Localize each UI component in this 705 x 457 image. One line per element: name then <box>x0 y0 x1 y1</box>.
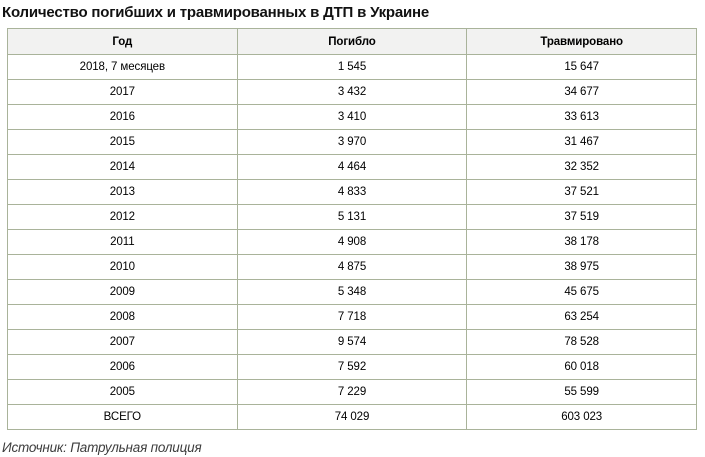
table-row: 2010 4 875 38 975 <box>7 254 697 280</box>
year-cell: 2014 <box>7 154 238 180</box>
died-cell: 9 574 <box>236 329 468 355</box>
table-row: 2015 3 970 31 467 <box>7 129 697 155</box>
year-cell: 2013 <box>7 179 238 205</box>
year-cell: 2011 <box>7 229 238 255</box>
table-title: Количество погибших и травмированных в Д… <box>2 4 430 21</box>
died-cell: 4 833 <box>236 179 468 205</box>
table-row: 2005 7 229 55 599 <box>7 379 697 405</box>
year-cell: 2008 <box>7 304 238 330</box>
dtp-statistics-table: Год Погибло Травмировано 2018, 7 месяцев… <box>7 28 697 430</box>
year-cell: 2006 <box>7 354 238 380</box>
injured-cell: 37 519 <box>466 204 697 230</box>
table-row: 2017 3 432 34 677 <box>7 79 697 105</box>
injured-cell: 78 528 <box>466 329 697 355</box>
total-row: ВСЕГО 74 029 603 023 <box>7 404 697 430</box>
injured-cell: 31 467 <box>466 129 697 155</box>
died-cell: 3 970 <box>236 129 468 155</box>
year-cell: 2012 <box>7 204 238 230</box>
injured-cell: 34 677 <box>466 79 697 105</box>
table-row: 2014 4 464 32 352 <box>7 154 697 180</box>
table-row: 2016 3 410 33 613 <box>7 104 697 130</box>
injured-cell: 32 352 <box>466 154 697 180</box>
year-cell: 2018, 7 месяцев <box>7 54 238 80</box>
table-row: 2008 7 718 63 254 <box>7 304 697 330</box>
died-cell: 4 464 <box>236 154 468 180</box>
died-cell: 7 229 <box>236 379 468 405</box>
column-header-year: Год <box>7 28 238 55</box>
year-cell: 2017 <box>7 79 238 105</box>
injured-cell: 33 613 <box>466 104 697 130</box>
column-header-injured: Травмировано <box>466 28 697 55</box>
table-row: 2012 5 131 37 519 <box>7 204 697 230</box>
table-row: 2007 9 574 78 528 <box>7 329 697 355</box>
died-cell: 4 908 <box>236 229 468 255</box>
table-header: Год Погибло Травмировано <box>7 28 697 55</box>
died-cell: 4 875 <box>236 254 468 280</box>
died-cell: 7 718 <box>236 304 468 330</box>
table-row: 2011 4 908 38 178 <box>7 229 697 255</box>
table-row: 2009 5 348 45 675 <box>7 279 697 305</box>
header-row: Год Погибло Травмировано <box>7 28 697 55</box>
injured-cell: 603 023 <box>466 404 697 430</box>
died-cell: 5 131 <box>236 204 468 230</box>
injured-cell: 60 018 <box>466 354 697 380</box>
injured-cell: 15 647 <box>466 54 697 80</box>
year-cell: 2010 <box>7 254 238 280</box>
died-cell: 3 432 <box>236 79 468 105</box>
injured-cell: 63 254 <box>466 304 697 330</box>
column-header-died: Погибло <box>236 28 468 55</box>
table-row: 2018, 7 месяцев 1 545 15 647 <box>7 54 697 80</box>
year-cell: ВСЕГО <box>7 404 238 430</box>
year-cell: 2016 <box>7 104 238 130</box>
table-row: 2006 7 592 60 018 <box>7 354 697 380</box>
table-body: 2018, 7 месяцев 1 545 15 647 2017 3 432 34 67… <box>7 54 697 430</box>
source-note: Источник: Патрульная полиция <box>2 440 202 455</box>
injured-cell: 45 675 <box>466 279 697 305</box>
died-cell: 7 592 <box>236 354 468 380</box>
table-row: 2013 4 833 37 521 <box>7 179 697 205</box>
died-cell: 3 410 <box>236 104 468 130</box>
year-cell: 2007 <box>7 329 238 355</box>
year-cell: 2009 <box>7 279 238 305</box>
died-cell: 74 029 <box>236 404 468 430</box>
injured-cell: 55 599 <box>466 379 697 405</box>
injured-cell: 37 521 <box>466 179 697 205</box>
year-cell: 2005 <box>7 379 238 405</box>
died-cell: 5 348 <box>236 279 468 305</box>
injured-cell: 38 178 <box>466 229 697 255</box>
injured-cell: 38 975 <box>466 254 697 280</box>
died-cell: 1 545 <box>236 54 468 80</box>
year-cell: 2015 <box>7 129 238 155</box>
